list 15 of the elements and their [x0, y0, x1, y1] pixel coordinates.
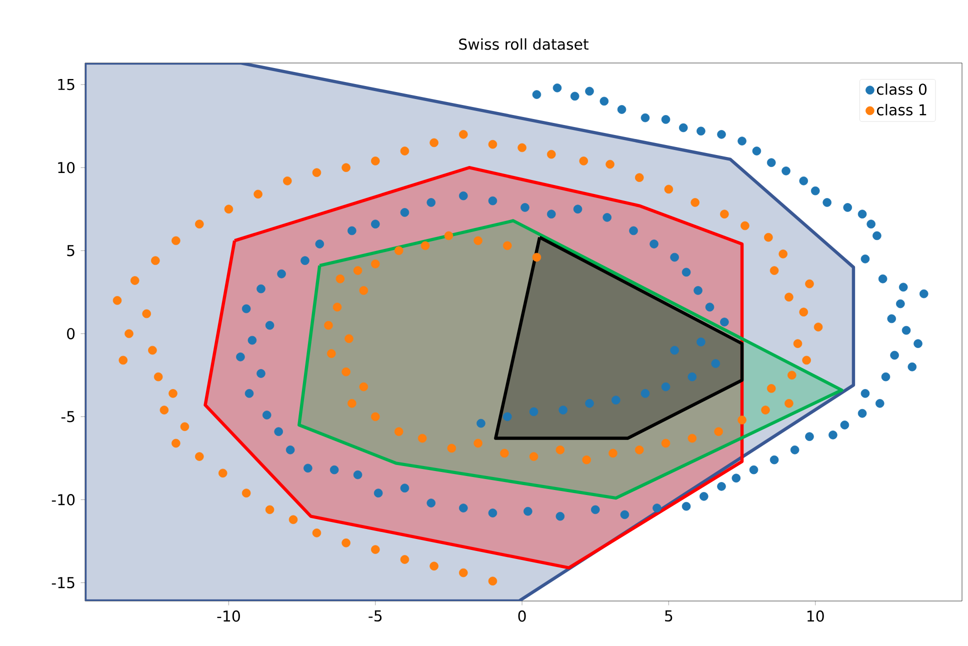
y-tick-label: 5 [67, 245, 74, 256]
x-tick-label: 5 [665, 610, 672, 622]
legend-label: class 1 [876, 104, 926, 116]
y-tick-label: -15 [52, 577, 74, 588]
y-tick-label: 15 [58, 79, 74, 90]
y-tick-label: 0 [67, 328, 75, 340]
x-tick-label: 0 [518, 610, 526, 622]
y-tick-label: -5 [61, 411, 74, 422]
legend-label: class 0 [876, 83, 927, 95]
y-tick-label: -10 [52, 494, 75, 506]
y-tick-label: 10 [58, 162, 75, 174]
x-tick-label: 10 [807, 610, 824, 622]
x-tick-label: -5 [368, 610, 382, 622]
chart-title: Swiss roll dataset [459, 38, 588, 50]
x-tick-label: -10 [217, 610, 240, 622]
